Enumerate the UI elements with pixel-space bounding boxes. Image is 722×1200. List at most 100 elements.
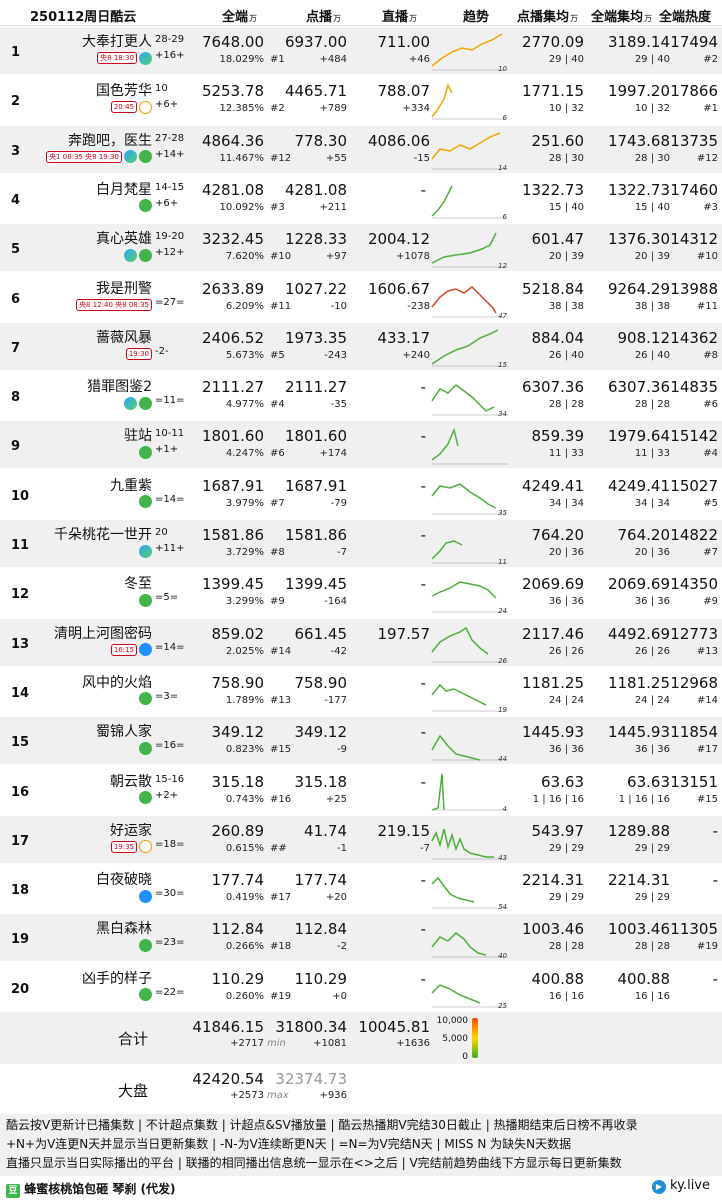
trend-sparkline: 34 [430,375,510,418]
show-title[interactable]: 朝云散 [110,773,152,790]
rank: 20 [11,981,30,997]
show-title[interactable]: 黑白森林 [96,921,152,938]
show-title[interactable]: 白夜破晓 [96,872,152,889]
show-title[interactable]: 蜀锦人家 [96,724,152,741]
table-row[interactable]: 18 白夜破晓 =30= 177.74 0.419% 177.74 #17 +2… [0,865,722,913]
update-status: -2- [155,345,169,357]
all-share: 0.615% [225,842,264,854]
page-title: 250112周日酷云 [30,10,137,25]
table-row[interactable]: 20 凶手的样子 =22= 110.29 0.260% 110.29 #19 +… [0,963,722,1011]
platform-icons [139,789,152,807]
vod-average-sub: 36 | 36 [548,744,584,756]
all-average-sub: 26 | 26 [634,645,670,657]
show-title[interactable]: 我是刑警 [96,280,152,297]
show-title[interactable]: 白月梵星 [96,181,152,198]
vod-views: 1801.60 [284,427,347,446]
vod-average-sub: 28 | 28 [548,941,584,953]
table-row[interactable]: 13 清明上河图密码 =14= 16:15 859.02 2.025% 661.… [0,618,722,666]
vod-average: 6307.36 [521,378,584,397]
table-row[interactable]: 15 蜀锦人家 =16= 349.12 0.823% 349.12 #15 -9… [0,717,722,765]
trend-chart: 10 [431,33,508,73]
rank: 7 [11,340,21,356]
table-row[interactable]: 10 九重紫 =14= 1687.91 3.979% 1687.91 #7 -7… [0,470,722,518]
all-average-sub: 26 | 40 [634,349,670,361]
table-row[interactable]: 11 千朵桃花一世开 20 +11+ 1581.86 3.729% 1581.8… [0,520,722,567]
trend-chart: 54 [431,876,508,911]
table-row[interactable]: 9 驻站 10-11 +1+ 1801.60 4.247% 1801.60 #6… [0,421,722,469]
platform-iq-icon [139,445,152,459]
platform-iq-icon [139,692,152,706]
table-row[interactable]: 1 大奉打更人 28-29 +16+ 央8 18:30 7648.00 18.0… [0,27,722,74]
table-row[interactable]: 6 我是刑警 =27= 央8 12:40 央8 08:35 2633.89 6.… [0,273,722,321]
all-average-sub: 24 | 24 [634,694,670,706]
table-row[interactable]: 19 黑白森林 =23= 112.84 0.266% 112.84 #18 -2… [0,914,722,962]
show-title[interactable]: 国色芳华 [96,83,152,100]
trend-sparkline: 6 [430,178,510,221]
vod-views: 1228.33 [284,230,347,249]
table-row[interactable]: 4 白月梵星 14-15 +6+ 4281.08 10.092% 4281.08… [0,174,722,222]
show-title[interactable]: 凶手的样子 [82,970,152,987]
live-delta: +240 [402,349,430,361]
col-vod-header: 点播万 [306,10,342,25]
vod-average: 1322.73 [521,180,584,199]
vod-average-sub: 20 | 36 [548,547,584,558]
table-row[interactable]: 3 奔跑吧，医生 27-28 +14+ 央1 08:35 央8 19:30 48… [0,125,722,173]
show-title[interactable]: 驻站 [124,428,152,445]
show-title[interactable]: 九重紫 [110,477,152,494]
update-status: =22= [155,986,185,998]
show-title[interactable]: 大奉打更人 [82,34,152,50]
heat-rank: #7 [703,547,718,558]
platform-iq-icon [139,248,152,262]
trend-line [431,285,497,313]
heat-score: 12968 [670,673,718,692]
all-average: 63.63 [627,772,670,791]
show-title[interactable]: 蔷薇风暴 [96,329,152,346]
rank: 10 [11,488,30,504]
table-row[interactable]: 12 冬至 =5= 1399.45 3.299% 1399.45 #9 -164… [0,569,722,617]
rank: 3 [11,143,21,159]
table-row[interactable]: 16 朝云散 15-16 +2+ 315.18 0.743% 315.18 #1… [0,766,722,814]
table-row[interactable]: 2 国色芳华 10 +6+ 20:45 5253.78 12.385% 4465… [0,76,722,124]
trend-end-label: 10 [498,65,507,72]
all-views: 758.90 [211,673,265,692]
update-status: +1+ [155,444,179,456]
all-average: 764.20 [617,526,671,544]
trend-chart: 47 [431,285,508,320]
table-row[interactable]: 8 猎罪图鉴2 =11= 2111.27 4.977% 2111.27 #4 -… [0,372,722,420]
show-title[interactable]: 冬至 [124,576,152,593]
trend-line [431,734,481,761]
vod-average: 2770.09 [521,33,584,51]
vod-views: 1687.91 [284,476,347,495]
table-row[interactable]: 17 好运家 =18= 19:35 260.89 0.615% 41.74 ##… [0,815,722,863]
table-row[interactable]: 5 真心英雄 19-20 +12+ 3232.45 7.620% 1228.33… [0,224,722,272]
brand-label: 豆 蜂蜜核桃馅包砸 琴刹 (代发) [6,1180,176,1198]
show-title[interactable]: 风中的火焰 [82,674,152,691]
heat-score: 14350 [670,575,718,594]
all-average-sub: 36 | 36 [634,744,670,756]
show-title[interactable]: 清明上河图密码 [54,625,152,642]
rank: 2 [11,94,21,110]
vod-views: 2111.27 [284,378,347,397]
market-label: 大盘 [118,1082,149,1100]
table-row[interactable]: 14 风中的火焰 =3= 758.90 1.789% 758.90 #13 -1… [0,667,722,715]
episode-range: 19-20 [155,231,185,243]
all-average: 3189.14 [607,33,670,51]
heat-score: 14835 [670,378,718,397]
show-title[interactable]: 奔跑吧，医生 [68,132,152,149]
show-title[interactable]: 猎罪图鉴2 [87,379,152,396]
trend-line [431,932,487,957]
show-title[interactable]: 千朵桃花一世开 [54,527,152,543]
vod-rank: #18 [270,941,292,953]
show-title[interactable]: 好运家 [110,822,152,839]
table-row[interactable]: 7 蔷薇风暴 -2- 19:30 2406.52 5.673% 1973.35 … [0,322,722,370]
platform-icons [139,739,152,757]
vod-delta: -243 [324,349,347,361]
heat-rank: #17 [696,744,718,756]
vod-average-sub: 29 | 29 [548,842,584,854]
trend-sparkline: 25 [430,967,510,1010]
site-label[interactable]: ▶ ky.live [651,1178,710,1194]
market-vod: 32374.73 [275,1070,347,1088]
all-views: 1581.86 [201,526,264,544]
trend-chart: 19 [431,683,508,714]
show-title[interactable]: 真心英雄 [96,231,152,248]
